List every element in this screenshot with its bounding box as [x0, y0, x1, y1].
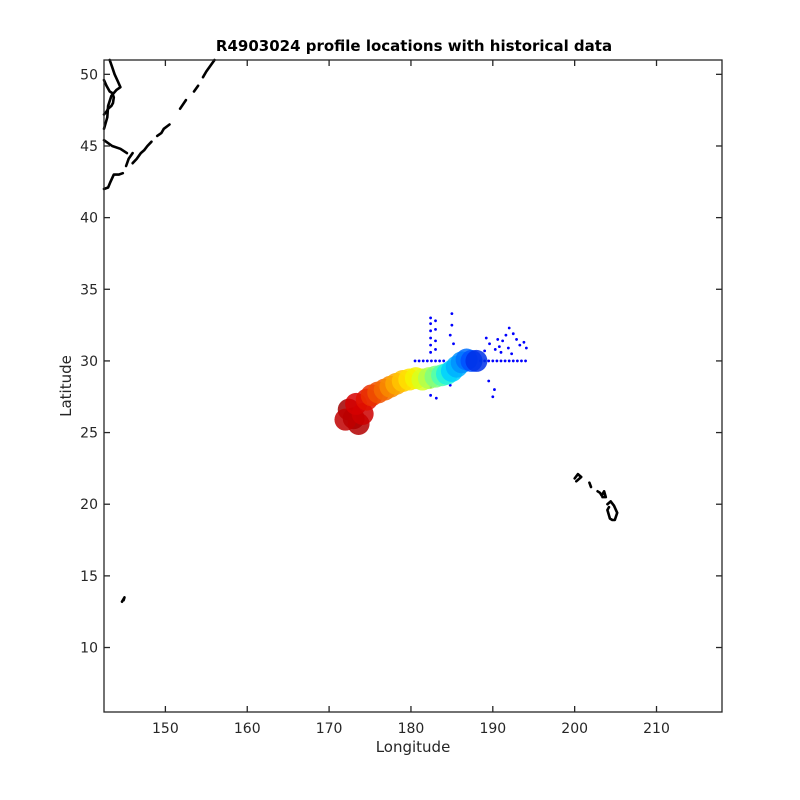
historical-point — [503, 359, 507, 363]
historical-point — [425, 359, 429, 363]
coastline-segment — [178, 98, 188, 110]
historical-point — [493, 348, 497, 351]
historical-point — [442, 359, 446, 363]
x-axis-ticks: 150 160 170 180 190 200 210 — [152, 60, 670, 737]
coastline-segment — [102, 78, 116, 116]
historical-point — [452, 342, 455, 346]
historical-point — [434, 327, 437, 331]
y-tick-label: 10 — [80, 641, 98, 657]
y-tick-label: 30 — [80, 354, 98, 370]
coastline-segment — [596, 489, 608, 499]
y-tick-label: 45 — [80, 139, 98, 155]
historical-point — [515, 359, 519, 363]
historical-point — [484, 336, 488, 340]
historical-point — [497, 345, 501, 348]
historical-point — [506, 346, 510, 350]
historical-point — [450, 323, 454, 327]
historical-point — [524, 346, 528, 350]
historical-point — [491, 395, 495, 399]
historical-point — [488, 342, 491, 346]
coastline-segment — [102, 138, 129, 155]
y-tick-label: 35 — [80, 282, 98, 298]
historical-point — [504, 333, 508, 337]
y-tick-label: 20 — [80, 497, 98, 513]
coastline-segment — [120, 596, 126, 604]
historical-point — [496, 338, 500, 341]
historical-point — [499, 359, 503, 363]
coastline-segment — [588, 481, 593, 489]
historical-point — [487, 379, 491, 383]
historical-point — [430, 359, 433, 363]
historical-point — [518, 343, 522, 347]
historical-point — [510, 352, 514, 356]
historical-point — [429, 350, 432, 354]
x-tick-label: 170 — [316, 721, 343, 737]
historical-point — [434, 359, 437, 363]
y-tick-label: 50 — [80, 67, 98, 83]
historical-point — [429, 393, 432, 397]
historical-point — [487, 359, 491, 363]
coastline-segment — [102, 171, 125, 191]
x-tick-label: 180 — [398, 721, 425, 737]
coastline-segment — [606, 500, 619, 522]
historical-point — [520, 359, 523, 363]
historical-point — [434, 348, 437, 351]
historical-point — [450, 312, 454, 316]
historical-point — [511, 332, 515, 336]
x-tick-label: 160 — [234, 721, 261, 737]
plot-area — [102, 58, 619, 604]
historical-point — [495, 359, 499, 363]
y-axis-ticks: 10 15 20 25 30 35 40 45 50 — [80, 67, 722, 657]
x-tick-label: 210 — [643, 721, 670, 737]
coastline-segment — [201, 58, 216, 79]
chart-title: R4903024 profile locations with historic… — [216, 37, 612, 55]
x-axis-label: Longitude — [376, 738, 451, 756]
historical-point — [434, 396, 438, 400]
coastline-segment — [155, 123, 171, 138]
profile-point — [334, 408, 357, 431]
historical-point — [501, 339, 505, 343]
coastline-segment — [124, 151, 134, 168]
coastline-segment — [131, 140, 153, 165]
historical-point — [507, 326, 511, 330]
x-tick-label: 200 — [561, 721, 588, 737]
historical-point — [448, 333, 452, 337]
historical-point — [429, 336, 432, 340]
historical-point — [448, 383, 452, 387]
coastline-segment — [192, 84, 200, 93]
y-tick-label: 40 — [80, 211, 98, 227]
y-tick-label: 25 — [80, 426, 98, 442]
historical-point — [483, 349, 487, 353]
historical-point — [434, 319, 437, 323]
historical-point — [417, 359, 421, 363]
x-tick-label: 150 — [152, 721, 179, 737]
historical-point — [499, 350, 503, 354]
historical-point — [429, 322, 432, 326]
historical-point — [429, 343, 432, 347]
historical-point — [515, 338, 518, 341]
y-tick-label: 15 — [80, 569, 98, 585]
historical-point — [491, 359, 495, 363]
historical-point — [434, 339, 437, 343]
coastline-segment — [573, 472, 583, 483]
historical-point — [524, 359, 527, 363]
historical-point — [429, 329, 432, 333]
x-tick-label: 190 — [479, 721, 506, 737]
historical-point — [507, 359, 511, 363]
historical-point — [421, 359, 425, 363]
plot-frame — [103, 59, 723, 713]
historical-point — [438, 359, 442, 363]
historical-point — [429, 316, 432, 320]
historical-point — [413, 359, 417, 363]
profile-point — [465, 349, 488, 372]
y-axis-label: Latitude — [57, 355, 75, 417]
historical-point — [493, 388, 496, 391]
historical-point — [511, 359, 515, 363]
historical-point — [522, 340, 526, 344]
